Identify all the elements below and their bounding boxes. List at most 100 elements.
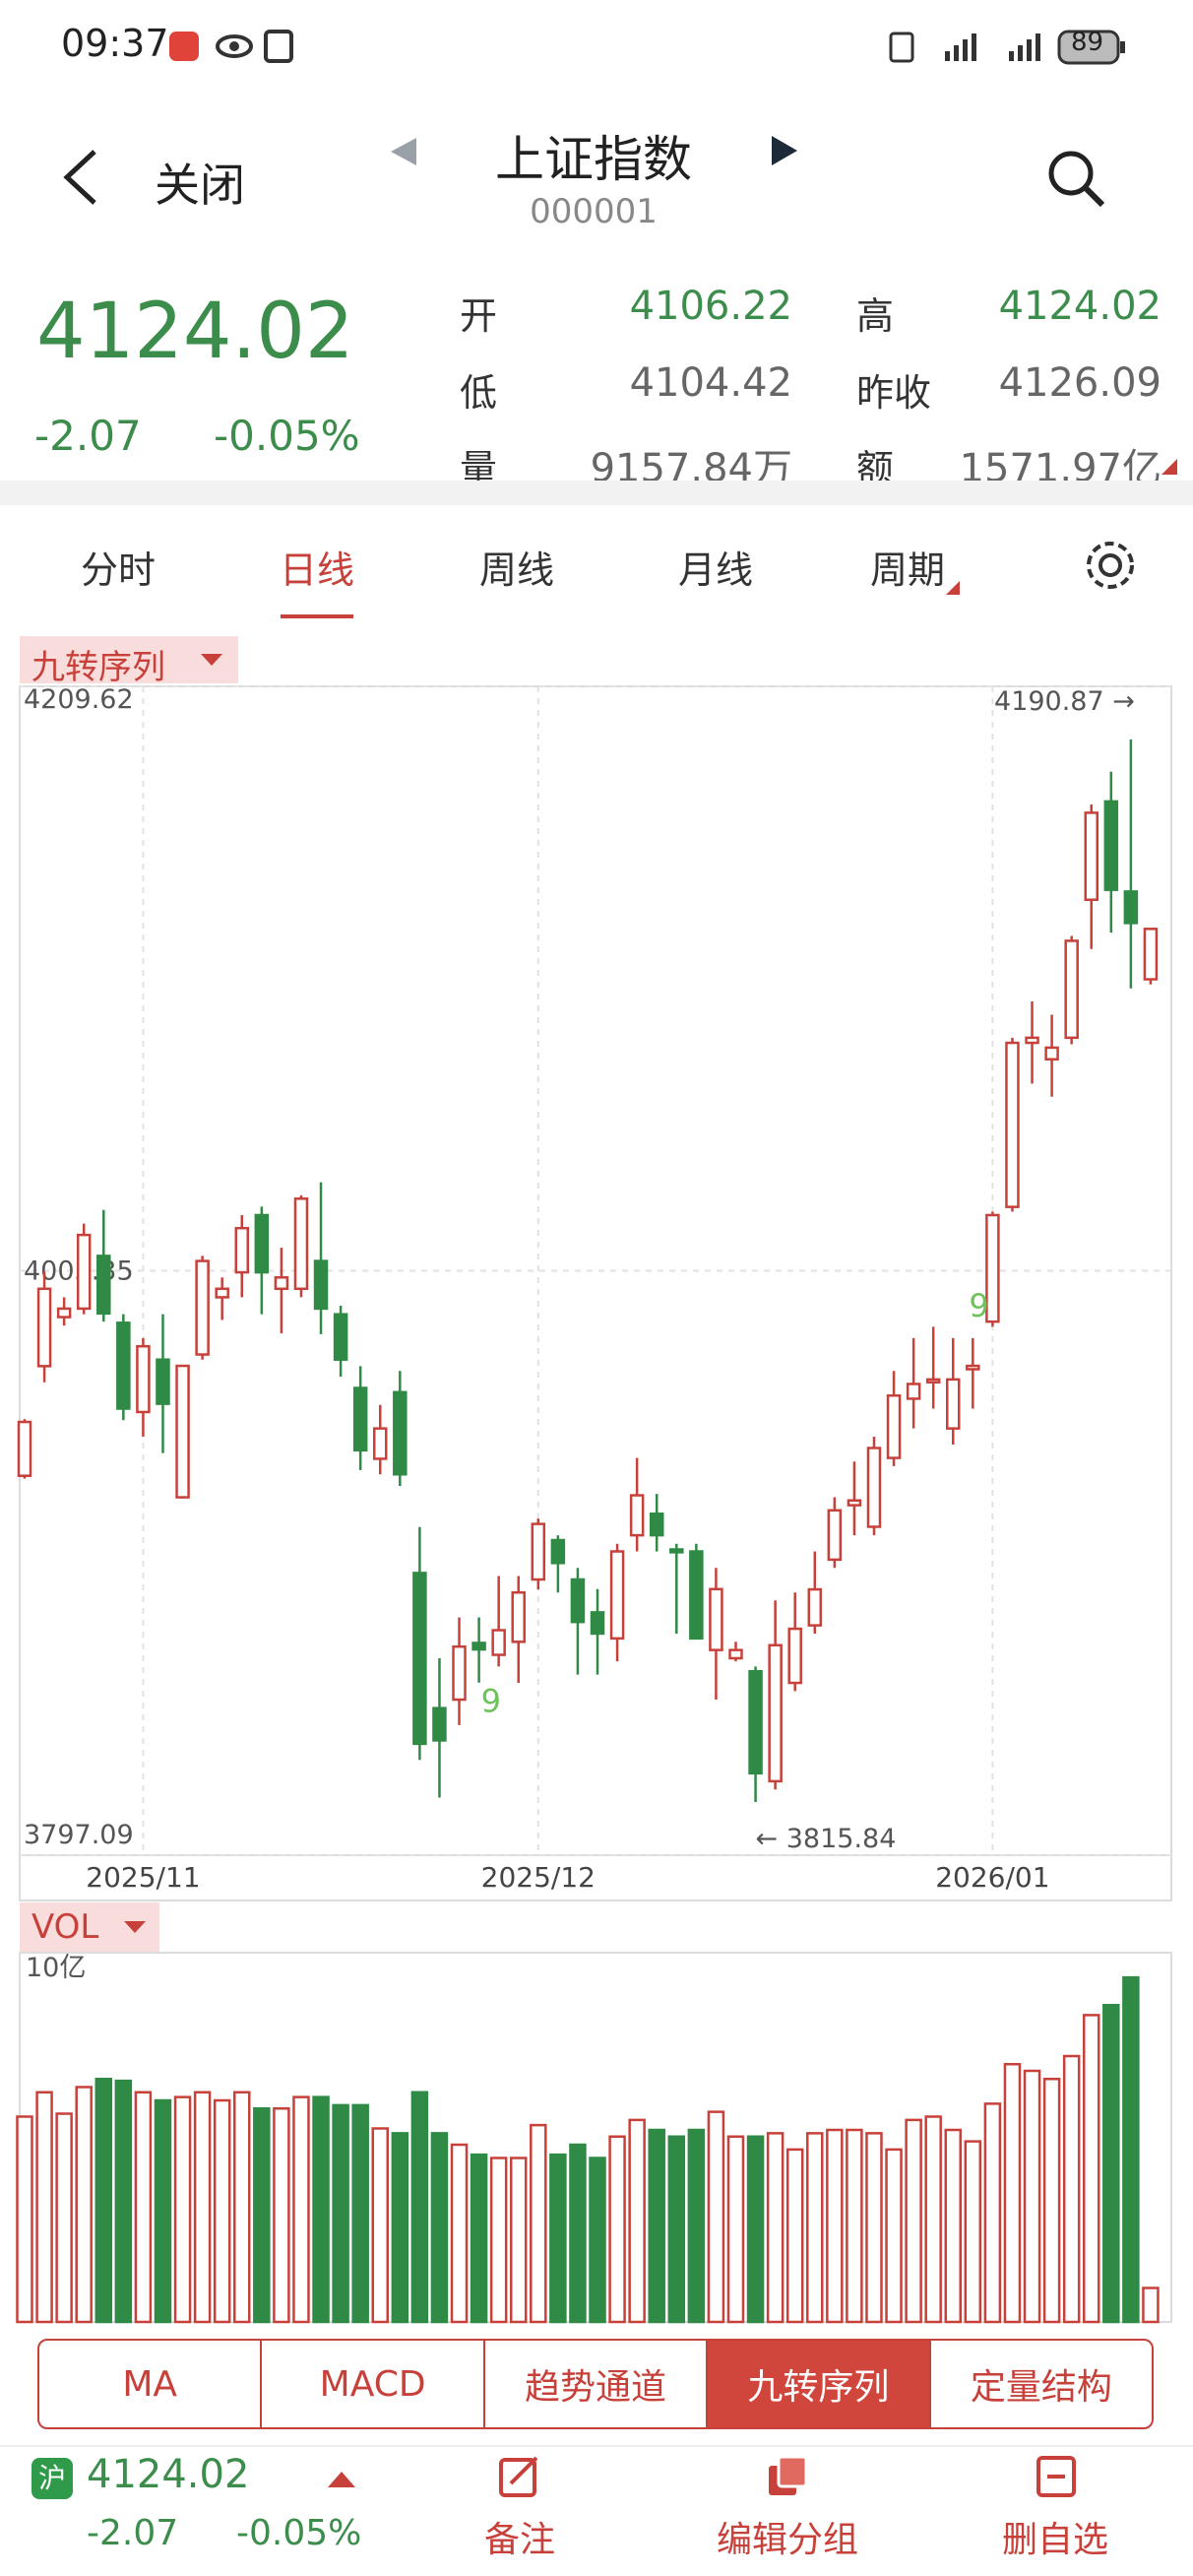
candle-body <box>906 1383 921 1400</box>
volume-tag[interactable]: VOL <box>20 1902 159 1952</box>
candle-body <box>432 1707 447 1742</box>
y-tick-label: 10亿 <box>26 1953 86 1983</box>
candle-body <box>925 1378 941 1384</box>
period-tab[interactable]: 日线 <box>279 548 355 592</box>
indicator-tag[interactable]: 九转序列 <box>20 636 238 687</box>
volume-bar <box>1122 1975 1140 2324</box>
tab-underline <box>281 614 353 618</box>
candle-body <box>511 1590 526 1643</box>
indicator-button[interactable]: 趋势通道 <box>485 2341 709 2427</box>
candle-body <box>570 1578 586 1624</box>
footer-divider <box>0 2445 1193 2447</box>
volume-bar <box>846 2128 863 2324</box>
volume-bar <box>589 2157 606 2324</box>
volume-bar <box>944 2128 963 2324</box>
y-tick-label: 3797.09 <box>24 1820 134 1850</box>
annotation: ← 3815.84 <box>756 1824 897 1854</box>
indicator-button[interactable]: 九转序列 <box>708 2341 931 2427</box>
volume-bar <box>292 2095 310 2324</box>
candle-body <box>372 1427 388 1460</box>
candle-body <box>550 1538 566 1565</box>
candle-body <box>471 1642 486 1651</box>
status-icons <box>169 30 293 63</box>
close-link[interactable]: 关闭 <box>155 159 245 212</box>
prev-index[interactable] <box>389 136 420 167</box>
candle-body <box>195 1259 210 1356</box>
period-tab[interactable]: 分时 <box>80 548 157 592</box>
volume-bar <box>154 2098 172 2324</box>
next-index[interactable] <box>768 134 799 167</box>
back-button[interactable] <box>57 148 106 207</box>
volume-bar <box>35 2091 53 2324</box>
volume-bar <box>687 2128 706 2324</box>
last-price: 4124.02 <box>36 288 354 376</box>
footer-change: -2.07 <box>87 2513 179 2553</box>
period-tab[interactable]: 周线 <box>478 548 555 592</box>
divider-band <box>0 481 1193 505</box>
candle-body <box>748 1669 763 1775</box>
volume-bar <box>785 2148 804 2324</box>
y-tick-label: 4209.62 <box>24 684 134 715</box>
field-value: 4126.09 <box>998 360 1162 406</box>
field-label: 高 <box>856 294 895 338</box>
volume-bar <box>351 2103 369 2324</box>
period-tab[interactable]: 月线 <box>677 548 754 592</box>
expand-arrow[interactable] <box>328 2470 355 2489</box>
candle-body <box>787 1627 802 1685</box>
candle-body <box>17 1420 32 1477</box>
volume-bar <box>1082 2014 1100 2324</box>
volume-bar <box>55 2112 73 2324</box>
remove-icon[interactable] <box>1034 2454 1079 2499</box>
volume-bar <box>530 2123 547 2324</box>
tag-caret <box>201 654 222 666</box>
indicator-button[interactable]: 定量结构 <box>970 2367 1112 2408</box>
volume-bar <box>549 2153 567 2324</box>
candle-body <box>768 1643 783 1783</box>
volume-bar <box>253 2107 271 2324</box>
tag-caret <box>124 1921 146 1933</box>
settings-button[interactable] <box>1081 536 1140 595</box>
field-value: 4124.02 <box>998 284 1162 329</box>
volume-bar <box>193 2091 212 2324</box>
market-badge: 沪 <box>31 2458 73 2499</box>
candle-body <box>669 1548 684 1554</box>
volume-tag-label: VOL <box>31 1907 99 1947</box>
volume-bar <box>1102 2004 1120 2324</box>
candle-body <box>807 1587 823 1627</box>
note-icon[interactable] <box>497 2454 542 2499</box>
volume-bar <box>430 2132 449 2324</box>
group-icon[interactable] <box>765 2454 810 2499</box>
battery-level: 89 <box>1071 28 1104 57</box>
indicator-button[interactable]: MACD <box>262 2341 485 2427</box>
volume-bar <box>885 2148 903 2324</box>
field-label: 开 <box>460 294 498 338</box>
status-time: 09:37 <box>61 22 169 65</box>
volume-bar <box>905 2118 922 2324</box>
action-label[interactable]: 编辑分组 <box>716 2520 859 2560</box>
candle-body <box>985 1213 1000 1323</box>
candle-body <box>293 1197 309 1291</box>
index-title: 上证指数 <box>495 131 692 188</box>
search-button[interactable] <box>1045 148 1108 211</box>
volume-bar <box>332 2103 349 2324</box>
candle-body <box>847 1499 862 1507</box>
volume-bar <box>371 2127 389 2324</box>
status-signal <box>889 30 1125 65</box>
x-tick-label: 2025/11 <box>86 1861 200 1894</box>
volume-bar <box>233 2091 251 2324</box>
candle-body <box>96 1255 111 1316</box>
candle-body <box>274 1276 289 1291</box>
field-value: 4106.22 <box>629 284 792 329</box>
indicator-buttons: MA MACD 趋势通道 九转序列 定量结构 <box>37 2339 1154 2429</box>
candle-body <box>412 1572 427 1746</box>
volume-bar <box>648 2128 665 2324</box>
action-label[interactable]: 备注 <box>483 2520 556 2560</box>
indicator-button[interactable]: MA <box>39 2341 263 2427</box>
price-change: -2.07 <box>34 412 142 460</box>
period-tab[interactable]: 周期 <box>869 548 946 592</box>
volume-bar <box>1142 2286 1160 2324</box>
action-label[interactable]: 删自选 <box>1001 2520 1109 2560</box>
volume-bar <box>964 2140 982 2324</box>
candle-body <box>728 1648 743 1660</box>
volume-bar <box>273 2107 290 2324</box>
